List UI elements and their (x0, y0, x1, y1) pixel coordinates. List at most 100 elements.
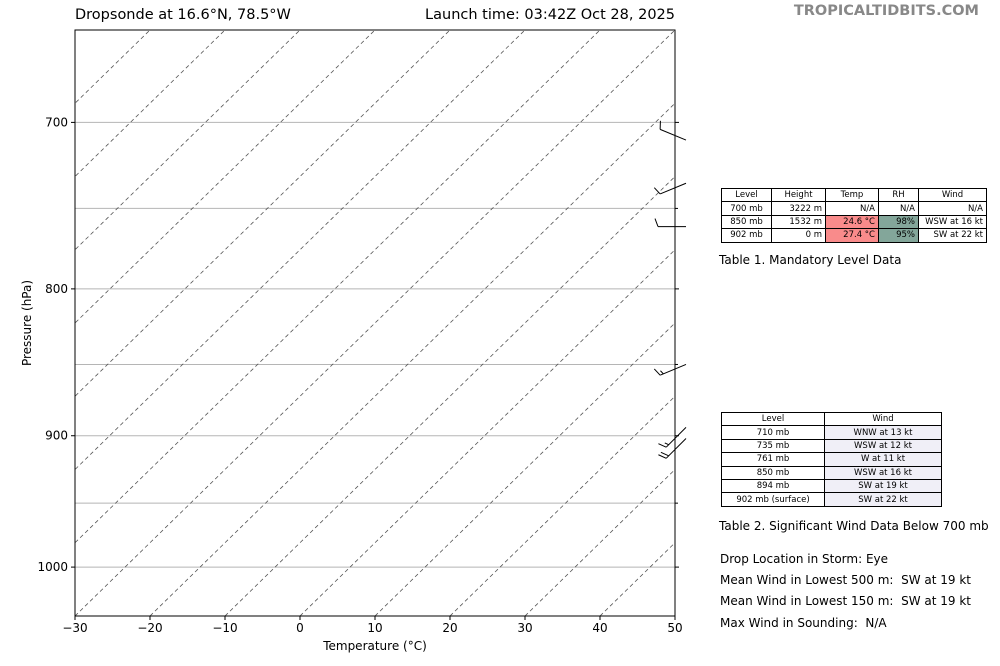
dewpoint-point (971, 131, 978, 138)
barb-half-flag (660, 370, 664, 375)
height-cell: 0 m (771, 228, 826, 243)
table-row: 894 mb SW at 19 kt (721, 478, 942, 494)
chart-title-right: Launch time: 03:42Z Oct 28, 2025 (425, 7, 675, 23)
x-tick-label: 20 (442, 621, 457, 635)
barb-flag (654, 218, 659, 227)
x-tick-label: 0 (296, 621, 304, 635)
dewpoint-point (965, 129, 972, 136)
mean-wind-150-text: Mean Wind in Lowest 150 m: SW at 19 kt (720, 594, 972, 608)
level-cell: 902 mb (surface) (721, 492, 825, 507)
rh-cell: 95% (878, 228, 919, 243)
max-wind-text: Max Wind in Sounding: N/A (720, 616, 887, 630)
header-cell: Wind (918, 187, 987, 203)
table-mandatory-levels: Level Height Temp RH Wind 700 mb 3222 m … (721, 187, 987, 243)
barb-staff (665, 427, 687, 448)
wind-barb (653, 182, 687, 195)
temp-cell: N/A (825, 201, 879, 216)
level-cell: 850 mb (721, 465, 825, 480)
barb-staff (659, 182, 687, 195)
temperature-point (790, 361, 797, 368)
dewpoint-point (789, 362, 796, 369)
wind-cell: WSW at 12 kt (824, 438, 942, 454)
header-cell: RH (878, 187, 919, 203)
barb-flag (658, 454, 667, 459)
isotherm-line (75, 30, 675, 616)
dewpoint-line (720, 133, 1000, 439)
wind-barb (658, 438, 687, 459)
temperature-point (792, 362, 799, 369)
isotherm-line (75, 30, 601, 544)
table-row: 902 mb 0 m 27.4 °C 95% SW at 22 kt (721, 228, 987, 243)
header-cell: Level (721, 411, 825, 427)
wind-cell: SW at 22 kt (918, 228, 987, 243)
wind-cell: W at 11 kt (824, 452, 942, 467)
barb-half-flag (664, 442, 669, 446)
x-tick-label: −10 (212, 621, 237, 635)
x-tick-label: −30 (62, 621, 87, 635)
x-tick-label: 10 (367, 621, 382, 635)
level-cell: 850 mb (721, 214, 772, 230)
isotherm-line (75, 30, 526, 471)
table-row: 761 mb W at 11 kt (721, 452, 942, 467)
wind-cell: WNW at 13 kt (824, 425, 942, 440)
x-tick-label: 50 (667, 621, 682, 635)
wind-barb (659, 120, 687, 141)
table-header-row: Level Wind (721, 411, 942, 427)
isotherm-line (149, 102, 675, 616)
barb-flag (658, 443, 667, 448)
rh-cell: 98% (878, 214, 919, 230)
table-row: 850 mb WSW at 16 kt (721, 465, 942, 480)
x-axis-label: Temperature (°C) (322, 639, 427, 653)
x-tick-label: 40 (592, 621, 607, 635)
wind-cell: N/A (918, 201, 987, 216)
wind-cell: SW at 19 kt (824, 478, 942, 494)
wind-barb (653, 364, 687, 376)
table-row: 700 mb 3222 m N/A N/A N/A (721, 201, 987, 216)
temp-cell: 24.6 °C (825, 214, 879, 230)
header-cell: Level (721, 187, 772, 203)
level-cell: 735 mb (721, 438, 825, 454)
barb-flag (653, 368, 661, 376)
barb-staff (665, 438, 687, 459)
rh-cell: N/A (878, 201, 919, 216)
table2-caption: Table 2. Significant Wind Data Below 700… (719, 519, 989, 533)
wind-cell: WSW at 16 kt (824, 465, 942, 480)
level-cell: 700 mb (721, 201, 772, 216)
temp-cell: 27.4 °C (825, 228, 879, 243)
temperature-line (726, 133, 1000, 439)
y-tick-label: 700 (45, 115, 68, 129)
table-row: 902 mb (surface) SW at 22 kt (721, 492, 942, 507)
drop-location-text: Drop Location in Storm: Eye (720, 552, 889, 566)
level-cell: 761 mb (721, 452, 825, 467)
header-cell: Wind (824, 411, 942, 427)
y-tick-label: 1000 (37, 560, 68, 574)
height-cell: 1532 m (771, 214, 826, 230)
level-cell: 902 mb (721, 228, 772, 243)
barb-staff (659, 364, 687, 376)
barb-flag (653, 187, 661, 195)
site-brand: TROPICALTIDBITS.COM (793, 3, 979, 19)
chart-title-left: Dropsonde at 16.6°N, 78.5°W (75, 7, 291, 23)
header-cell: Height (771, 187, 826, 203)
table1-caption: Table 1. Mandatory Level Data (719, 253, 902, 267)
barb-flag (660, 451, 669, 457)
dewpoint-point (790, 361, 797, 368)
y-tick-label: 900 (45, 429, 68, 443)
height-cell: 3222 m (771, 201, 826, 216)
level-cell: 894 mb (721, 478, 825, 494)
table-row: 735 mb WSW at 12 kt (721, 438, 942, 454)
wind-cell: SW at 22 kt (824, 492, 942, 507)
barb-staff (659, 128, 687, 141)
wind-barb (658, 427, 687, 448)
table-row: 710 mb WNW at 13 kt (721, 425, 942, 440)
level-cell: 710 mb (721, 425, 825, 440)
x-tick-label: 30 (517, 621, 532, 635)
table-row: 850 mb 1532 m 24.6 °C 98% WSW at 16 kt (721, 214, 987, 230)
y-tick-label: 800 (45, 282, 68, 296)
wind-barb (654, 218, 686, 228)
table-header-row: Level Height Temp RH Wind (721, 187, 987, 203)
x-tick-label: −20 (137, 621, 162, 635)
wind-cell: WSW at 16 kt (918, 214, 987, 230)
mean-wind-500-text: Mean Wind in Lowest 500 m: SW at 19 kt (720, 573, 972, 587)
